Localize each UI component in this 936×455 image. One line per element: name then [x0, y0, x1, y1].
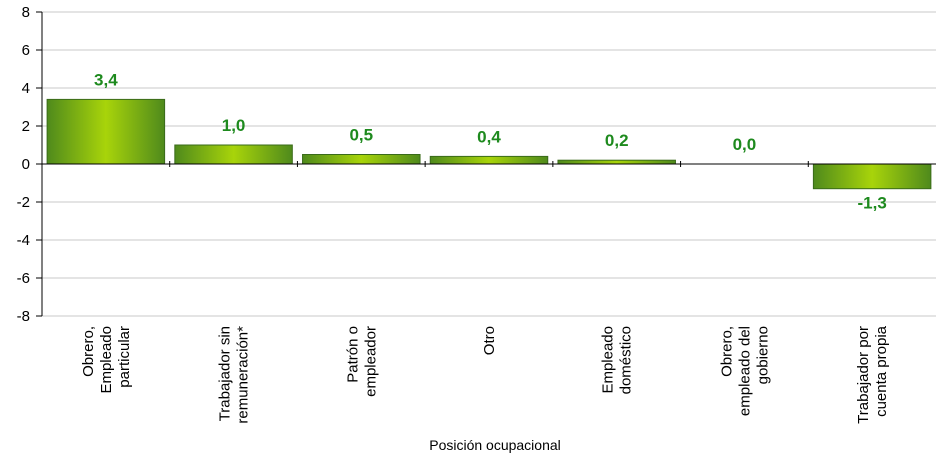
category-label: Otro	[481, 326, 498, 355]
svg-text:Obrero,empleado delgobierno: Obrero,empleado delgobierno	[718, 326, 771, 416]
bar	[429, 155, 549, 165]
x-axis-title: Posición ocupacional	[429, 437, 561, 453]
axes: -8 -6 -4 -2 0 2 4 6 8	[17, 4, 936, 325]
svg-text:Obrero,Empleadoparticular: Obrero,Empleadoparticular	[80, 326, 133, 394]
y-tick-label: -4	[17, 232, 30, 249]
category-label: Trabajador porcuenta propia	[855, 325, 890, 423]
category-labels: Obrero,Empleadoparticular Trabajador sinr…	[80, 325, 890, 423]
bar	[46, 98, 166, 165]
y-tick-label: 4	[22, 80, 30, 97]
category-label: Empleadodoméstico	[600, 326, 635, 394]
data-label: 0,2	[605, 131, 629, 150]
y-tick-label: 2	[22, 118, 30, 135]
y-tick-label: -8	[17, 308, 30, 325]
category-label: Obrero,empleado delgobierno	[718, 326, 771, 416]
data-labels: 3,4 1,0 0,5 0,4 0,2 0,0 -1,3	[94, 70, 887, 212]
y-tick-label: -2	[17, 194, 30, 211]
y-tick-label: -6	[17, 270, 30, 287]
data-label: -1,3	[857, 194, 886, 213]
category-label: Obrero,Empleadoparticular	[80, 326, 133, 394]
data-label: 1,0	[222, 116, 246, 135]
bar	[557, 159, 676, 165]
svg-text:Trabajador sinremuneración*: Trabajador sinremuneración*	[217, 326, 252, 424]
svg-text:Patrón oempleador: Patrón oempleador	[344, 326, 379, 397]
bars	[46, 98, 932, 190]
bar	[174, 144, 293, 165]
svg-text:Empleadodoméstico: Empleadodoméstico	[600, 326, 635, 394]
y-tick-label: 8	[22, 4, 30, 21]
svg-text:Trabajador porcuenta propia: Trabajador porcuenta propia	[855, 325, 890, 423]
data-label: 0,5	[349, 126, 373, 145]
y-tick-label: 0	[22, 156, 30, 173]
data-label: 0,4	[477, 127, 501, 146]
category-label: Trabajador sinremuneración*	[217, 326, 252, 424]
data-label: 3,4	[94, 70, 118, 89]
bar	[302, 154, 421, 165]
data-label: 0,0	[733, 135, 757, 154]
bar	[812, 163, 932, 190]
y-tick-label: 6	[22, 42, 30, 59]
category-label: Patrón oempleador	[344, 326, 379, 397]
svg-text:Otro: Otro	[481, 326, 498, 355]
